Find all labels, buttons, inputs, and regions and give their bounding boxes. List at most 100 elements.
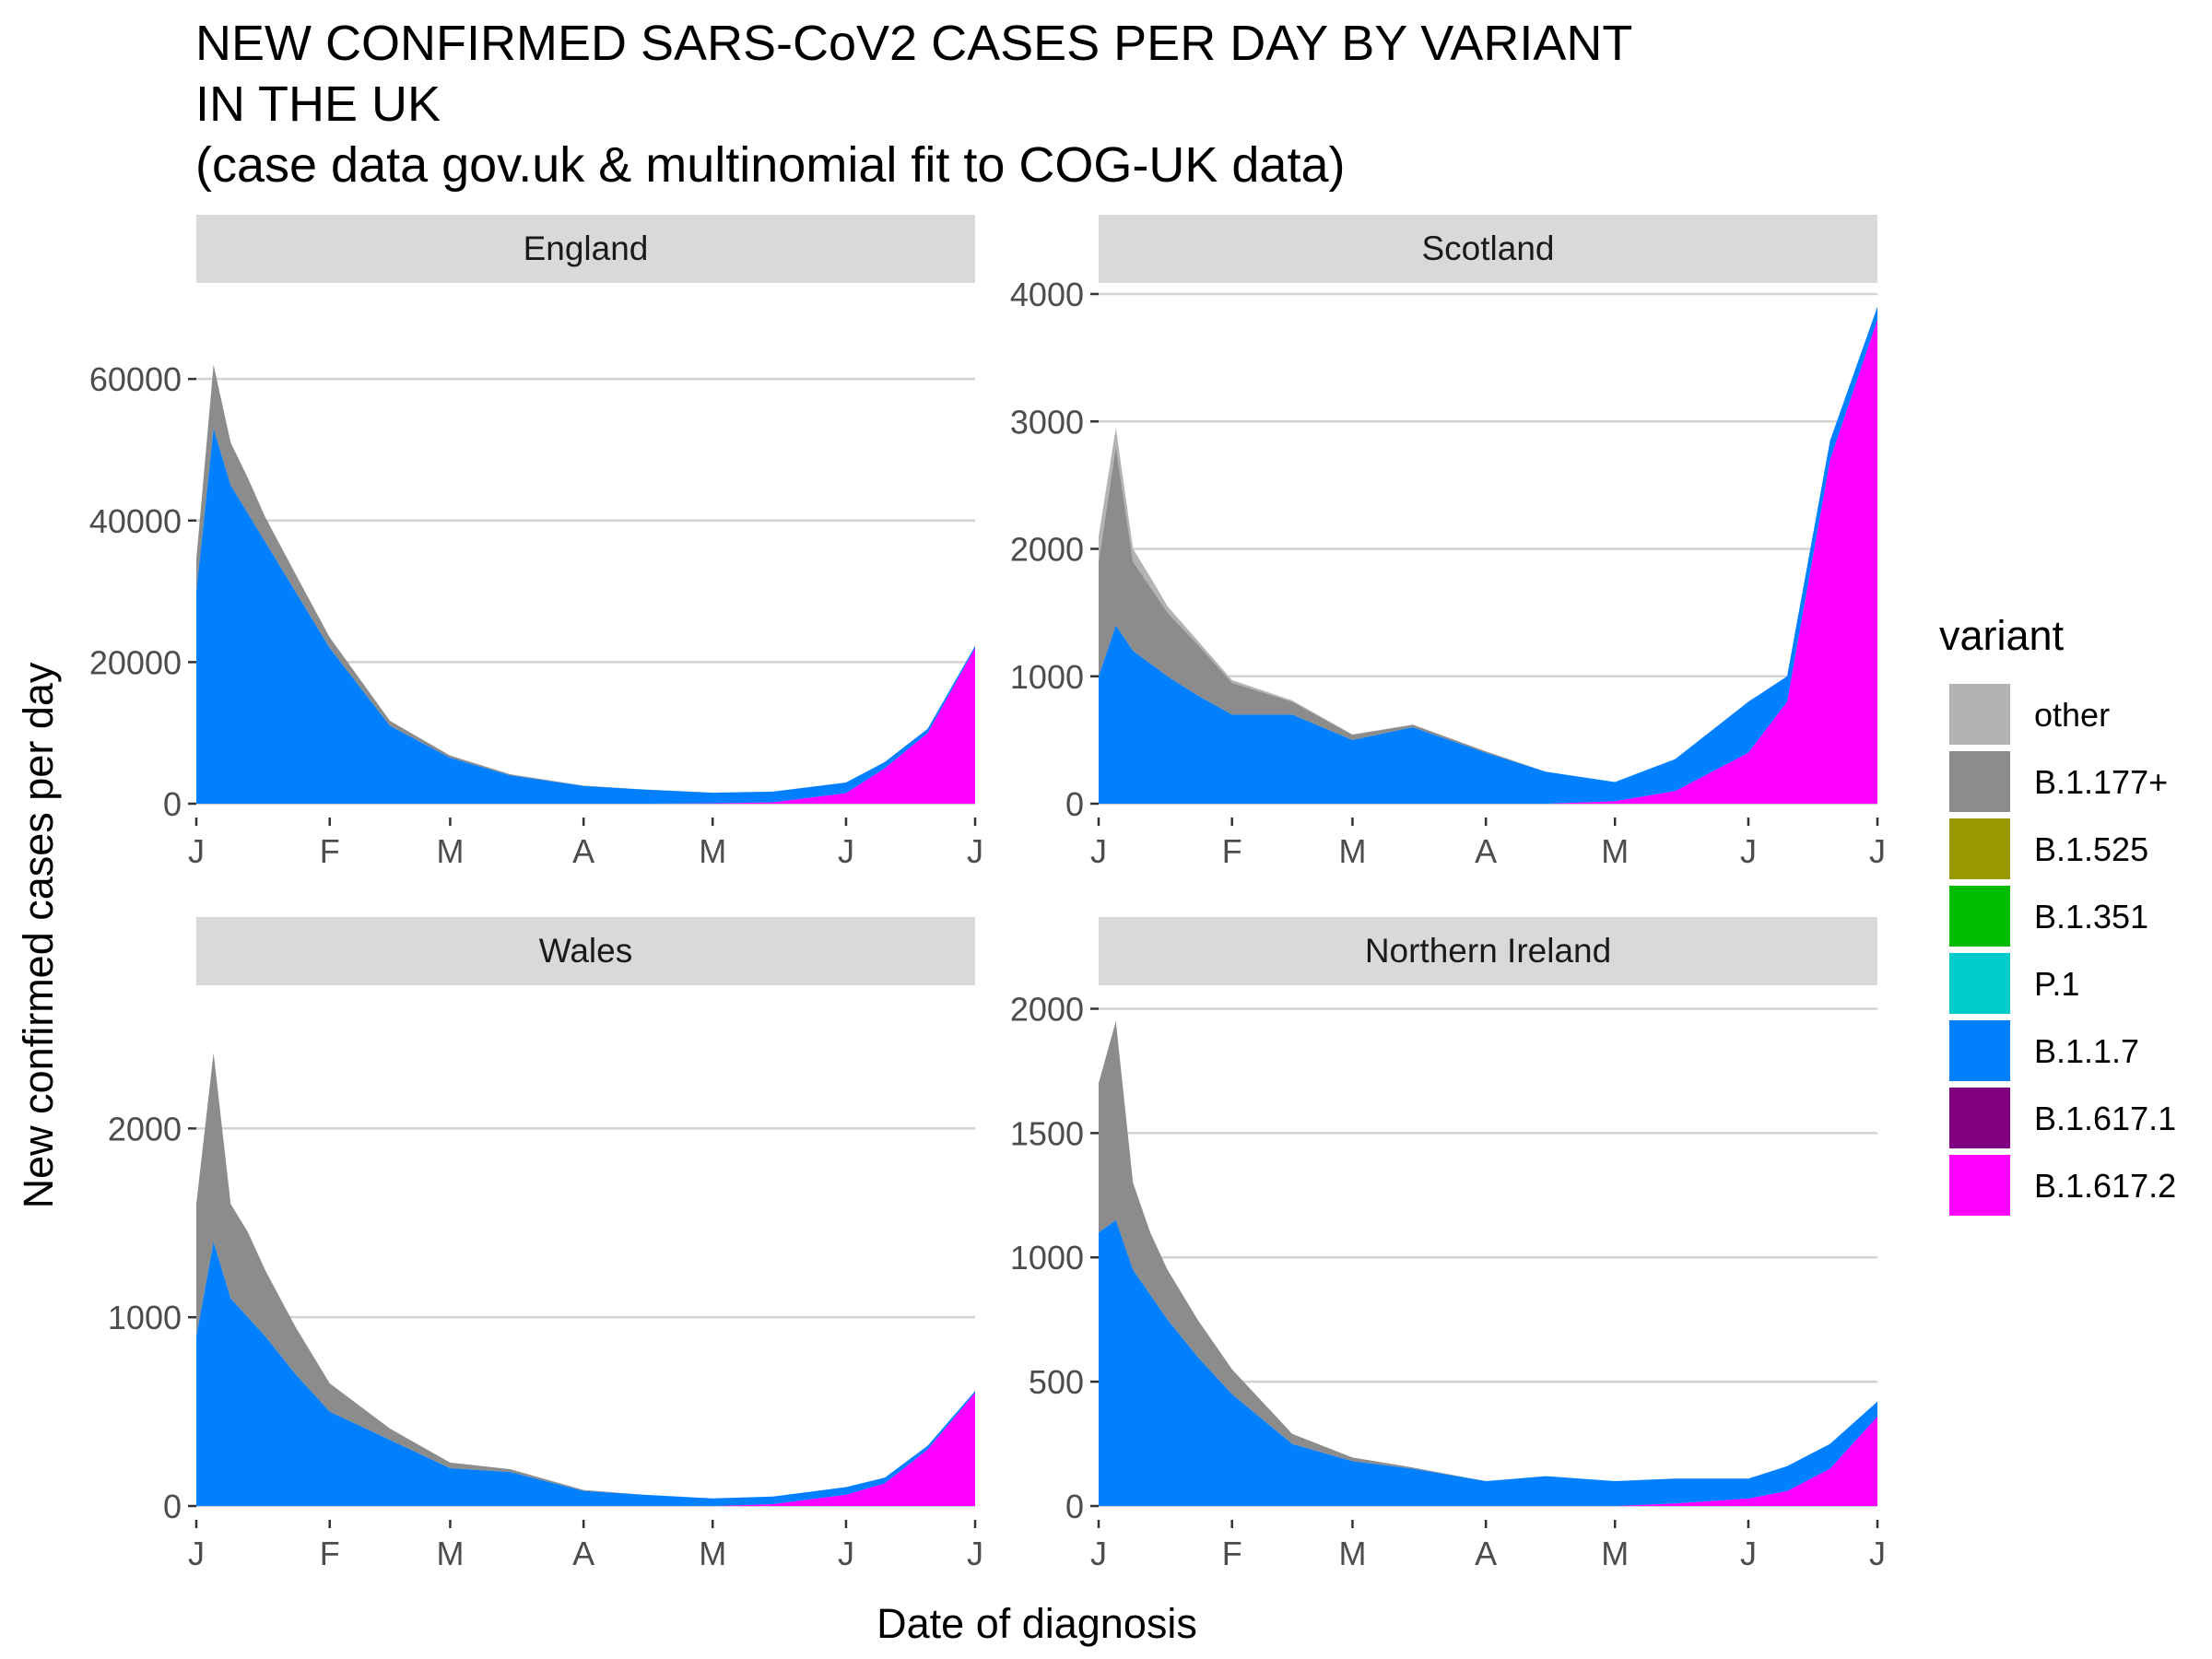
legend-item-other: other	[1949, 684, 2110, 745]
legend-label: B.1.1.7	[2034, 1032, 2139, 1070]
x-tick-label: M	[1601, 1535, 1629, 1572]
panel-northern-ireland: Northern Ireland 0 500 1000 1500 2000 J F M A M J J	[1010, 917, 1886, 1572]
legend-label: B.1.177+	[2034, 763, 2168, 801]
area-b-1-1-7	[196, 1241, 975, 1506]
x-tick-label: J	[838, 1535, 854, 1572]
x-tick-label: J	[1869, 832, 1886, 870]
x-tick-label: M	[1601, 832, 1629, 870]
legend-item-b-1-351: B.1.351	[1949, 886, 2148, 947]
panel-strip-label: Wales	[539, 932, 632, 970]
x-tick-label: M	[436, 1535, 464, 1572]
area-b-1-1-7	[196, 428, 975, 804]
y-tick-label: 2000	[1010, 531, 1084, 569]
x-tick-label: J	[188, 832, 205, 870]
legend-title: variant	[1939, 612, 2065, 659]
chart-title-line-3: (case data gov.uk & multinomial fit to C…	[195, 137, 1346, 193]
panel-england: England 0 20000 40000 60000 J F M A M J J	[89, 215, 983, 870]
legend-item-b-1-617-2: B.1.617.2	[1949, 1155, 2176, 1216]
legend-key	[1949, 684, 2010, 745]
legend-key	[1949, 1155, 2010, 1216]
legend-label: B.1.351	[2034, 898, 2148, 935]
x-tick-label: M	[1338, 832, 1366, 870]
y-tick-label: 4000	[1010, 276, 1084, 313]
legend: variant other B.1.177+ B.1.525 B.1.351 P.1 B.…	[1939, 612, 2176, 1216]
legend-item-b-1-525: B.1.525	[1949, 818, 2148, 879]
chart-title: NEW CONFIRMED SARS-CoV2 CASES PER DAY BY…	[195, 13, 1947, 195]
x-tick-label: J	[1740, 1535, 1757, 1572]
legend-key	[1949, 953, 2010, 1014]
legend-item-b-1-177: B.1.177+	[1949, 751, 2168, 812]
panel-strip	[196, 215, 975, 283]
panel-strip-label: Scotland	[1422, 229, 1555, 267]
panel-strip	[196, 917, 975, 985]
legend-label: other	[2034, 696, 2110, 734]
legend-label: P.1	[2034, 965, 2079, 1003]
x-tick-label: J	[1869, 1535, 1886, 1572]
legend-label: B.1.617.2	[2034, 1167, 2176, 1205]
y-tick-label: 1000	[1010, 1239, 1084, 1277]
x-tick-label: A	[572, 832, 594, 870]
area-b-1-617-2	[1099, 319, 1877, 805]
chart-title-line-1: NEW CONFIRMED SARS-CoV2 CASES PER DAY BY…	[195, 16, 1633, 71]
x-tick-label: F	[320, 1535, 340, 1572]
x-tick-label: J	[1090, 832, 1107, 870]
area-b-1-1-7	[1099, 306, 1877, 804]
x-tick-label: A	[1475, 832, 1497, 870]
y-tick-label: 500	[1029, 1363, 1084, 1401]
y-tick-label: 0	[163, 1488, 182, 1525]
y-tick-label: 40000	[89, 502, 182, 540]
legend-label: B.1.525	[2034, 830, 2148, 868]
legend-key	[1949, 751, 2010, 812]
panel-wales: Wales 0 1000 2000 J F M A M J J	[108, 917, 983, 1572]
panel-strip-label: England	[524, 229, 649, 267]
x-tick-label: M	[699, 832, 726, 870]
x-tick-label: F	[1222, 1535, 1242, 1572]
legend-key	[1949, 1020, 2010, 1081]
y-tick-label: 3000	[1010, 403, 1084, 441]
x-tick-label: M	[1338, 1535, 1366, 1572]
x-tick-label: A	[572, 1535, 594, 1572]
y-tick-label: 60000	[89, 360, 182, 398]
x-tick-label: M	[699, 1535, 726, 1572]
area-b-1-617-2	[1099, 1416, 1877, 1506]
x-tick-label: M	[436, 832, 464, 870]
legend-item-p-1: P.1	[1949, 953, 2079, 1014]
y-tick-label: 0	[1065, 785, 1084, 823]
legend-key	[1949, 886, 2010, 947]
y-tick-label: 1000	[1010, 658, 1084, 696]
panel-scotland: Scotland 0 1000 2000 3000 4000 J F M A M J J	[1010, 215, 1886, 870]
y-tick-label: 0	[1065, 1488, 1084, 1525]
x-tick-label: F	[1222, 832, 1242, 870]
panel-strip-label: Northern Ireland	[1365, 932, 1611, 970]
legend-label: B.1.617.1	[2034, 1100, 2176, 1137]
legend-item-b-1-1-7: B.1.1.7	[1949, 1020, 2139, 1081]
area-b-1-1-7	[1099, 1219, 1877, 1506]
area-b-1-617-2	[196, 648, 975, 804]
y-tick-label: 1000	[108, 1299, 182, 1336]
x-tick-label: J	[188, 1535, 205, 1572]
x-tick-label: J	[967, 1535, 983, 1572]
chart-title-line-2: IN THE UK	[195, 76, 441, 132]
area-b-1-617-2	[196, 1393, 975, 1506]
legend-key	[1949, 818, 2010, 879]
y-tick-label: 20000	[89, 643, 182, 681]
y-tick-label: 2000	[108, 1110, 182, 1147]
x-tick-label: J	[967, 832, 983, 870]
panel-strip	[1099, 215, 1877, 283]
legend-item-b-1-617-1: B.1.617.1	[1949, 1088, 2176, 1148]
x-tick-label: F	[320, 832, 340, 870]
x-tick-label: J	[838, 832, 854, 870]
x-axis-title: Date of diagnosis	[877, 1600, 1197, 1647]
legend-key	[1949, 1088, 2010, 1148]
y-tick-label: 0	[163, 785, 182, 823]
y-axis-title: New confirmed cases per day	[15, 662, 62, 1208]
x-tick-label: A	[1475, 1535, 1497, 1572]
x-tick-label: J	[1740, 832, 1757, 870]
x-tick-label: J	[1090, 1535, 1107, 1572]
y-tick-label: 1500	[1010, 1114, 1084, 1152]
legend-items: other B.1.177+ B.1.525 B.1.351 P.1 B.1.1.7 B.1…	[1949, 684, 2176, 1216]
panel-strip	[1099, 917, 1877, 985]
y-tick-label: 2000	[1010, 990, 1084, 1028]
